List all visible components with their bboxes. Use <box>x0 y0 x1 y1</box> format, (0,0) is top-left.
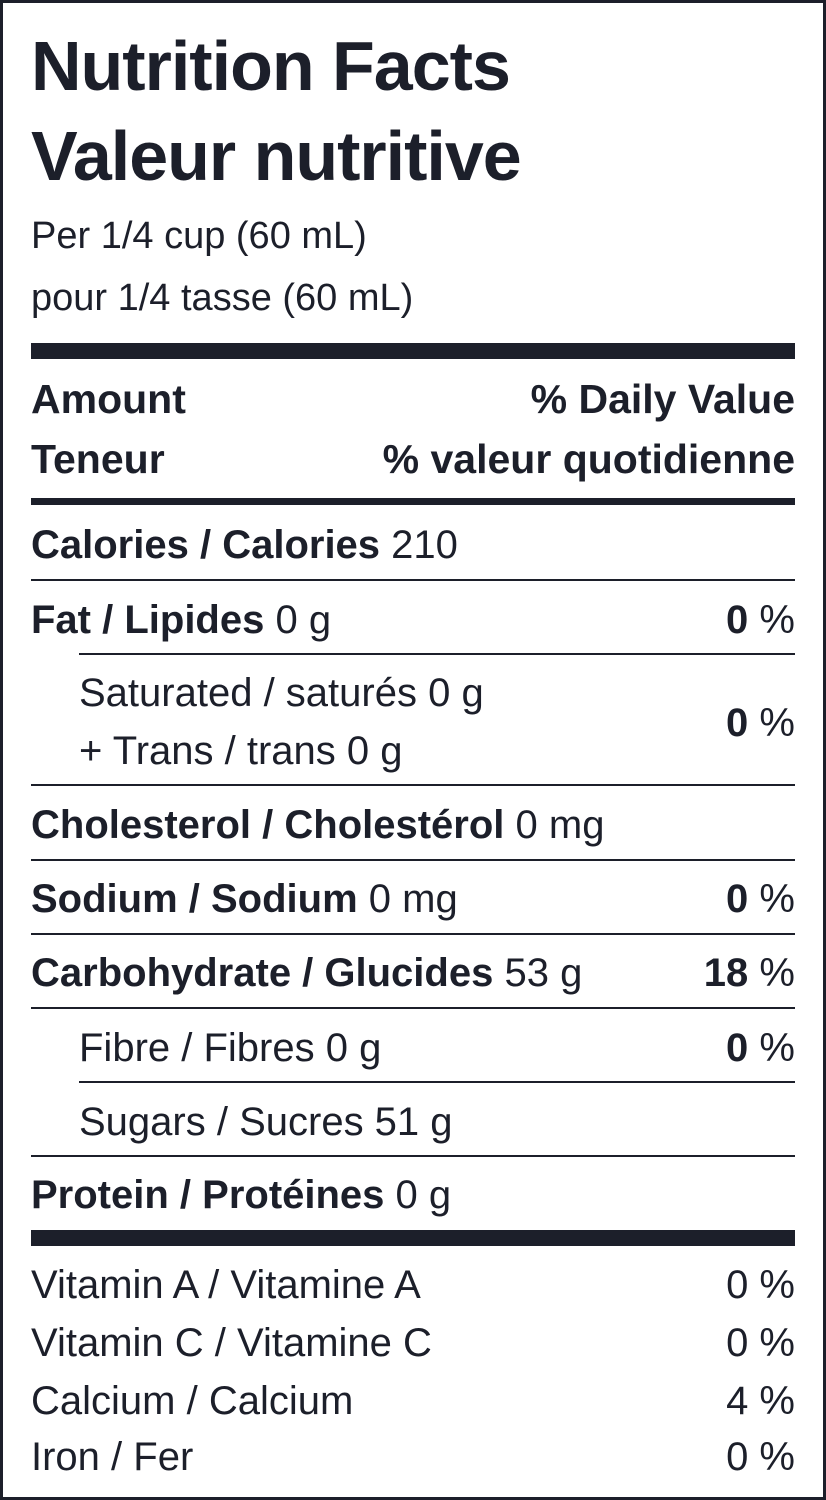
cholesterol-amount: 0 mg <box>515 803 605 847</box>
saturated-trans-daily-value: 0 <box>726 701 749 745</box>
divider <box>31 1155 795 1157</box>
amount-header-french: Teneur <box>31 436 165 482</box>
trans-label: + Trans / trans 0 g <box>79 729 403 773</box>
thick-divider-bottom <box>31 1230 795 1246</box>
divider <box>31 784 795 786</box>
carbohydrate-daily-value: 18 <box>703 951 749 995</box>
cholesterol-row: Cholesterol / Cholestérol 0 mg <box>31 805 795 865</box>
fat-amount: 0 g <box>275 598 332 642</box>
percent-sign: % <box>759 598 795 642</box>
daily-value-header-french: % valeur quotidienne <box>382 436 795 482</box>
fat-row: Fat / Lipides 0 g 0 % <box>31 600 795 660</box>
percent-sign: % <box>759 877 795 921</box>
percent-sign: % <box>759 951 795 995</box>
calories-label: Calories / Calories <box>31 523 381 567</box>
divider <box>31 1007 795 1009</box>
vitamin-label: Calcium / Calcium <box>31 1379 354 1423</box>
fibre-label: Fibre / Fibres 0 g <box>79 1026 382 1070</box>
percent-sign: % <box>759 1026 795 1070</box>
vitamin-label: Vitamin C / Vitamine C <box>31 1321 432 1365</box>
vitamin-daily-value: 0 % <box>726 1263 795 1307</box>
fat-label: Fat / Lipides <box>31 598 265 642</box>
carbohydrate-row: Carbohydrate / Glucides 53 g 18 % <box>31 953 795 1013</box>
medium-divider <box>31 498 795 505</box>
divider <box>79 1081 795 1083</box>
saturated-label: Saturated / saturés 0 g <box>79 671 484 715</box>
amount-header-english: Amount <box>31 376 186 422</box>
title-english: Nutrition Facts <box>31 27 511 105</box>
title-french: Valeur nutritive <box>31 117 522 195</box>
cholesterol-label: Cholesterol / Cholestérol <box>31 803 505 847</box>
sodium-amount: 0 mg <box>368 877 458 921</box>
percent-sign: % <box>759 701 795 745</box>
sodium-row: Sodium / Sodium 0 mg 0 % <box>31 879 795 939</box>
protein-amount: 0 g <box>395 1173 452 1217</box>
sodium-daily-value: 0 <box>726 877 749 921</box>
carbohydrate-label: Carbohydrate / Glucides <box>31 951 494 995</box>
saturated-trans-row: Saturated / saturés 0 g + Trans / trans … <box>31 673 795 783</box>
protein-label: Protein / Protéines <box>31 1173 385 1217</box>
calories-row: Calories / Calories 210 <box>31 525 795 585</box>
protein-row: Protein / Protéines 0 g <box>31 1175 795 1235</box>
fat-daily-value: 0 <box>726 598 749 642</box>
sugars-row: Sugars / Sucres 51 g <box>31 1102 795 1162</box>
carbohydrate-amount: 53 g <box>504 951 583 995</box>
vitamin-daily-value: 0 % <box>726 1321 795 1365</box>
calories-amount: 210 <box>391 523 458 567</box>
vitamin-daily-value: 0 % <box>726 1435 795 1479</box>
vitamin-daily-value: 4 % <box>726 1379 795 1423</box>
divider <box>79 653 795 655</box>
fibre-row: Fibre / Fibres 0 g 0 % <box>31 1028 795 1088</box>
vitamin-label: Vitamin A / Vitamine A <box>31 1263 421 1307</box>
serving-size-english: Per 1/4 cup (60 mL) <box>31 215 367 257</box>
fibre-daily-value: 0 <box>726 1026 749 1070</box>
serving-size-french: pour 1/4 tasse (60 mL) <box>31 277 414 319</box>
vitamin-label: Iron / Fer <box>31 1435 194 1479</box>
sodium-label: Sodium / Sodium <box>31 877 358 921</box>
thick-divider-top <box>31 343 795 359</box>
divider <box>31 859 795 861</box>
divider <box>31 933 795 935</box>
sugars-label: Sugars / Sucres 51 g <box>79 1100 453 1144</box>
daily-value-header-english: % Daily Value <box>530 376 795 422</box>
divider <box>31 579 795 581</box>
